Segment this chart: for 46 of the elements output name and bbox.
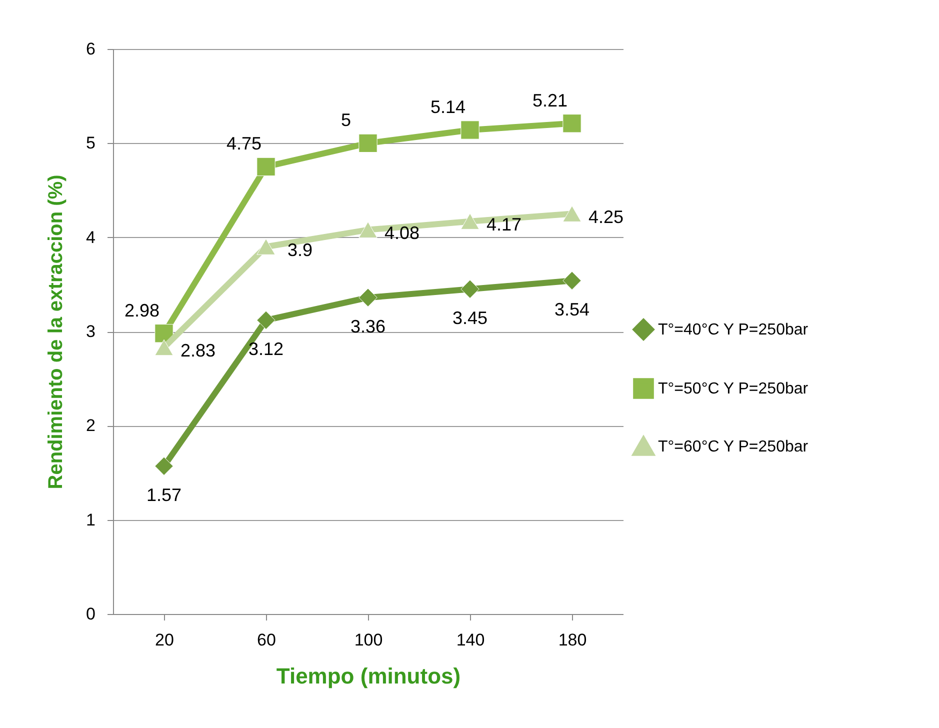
y-tick-label: 3 <box>86 322 96 341</box>
x-tick-label: 100 <box>354 630 383 650</box>
data-label: 3.36 <box>350 316 386 337</box>
point <box>154 456 174 476</box>
data-label: 3.9 <box>287 240 313 260</box>
x-tick-label: 20 <box>155 630 174 650</box>
point <box>460 280 480 298</box>
point <box>358 134 378 152</box>
point <box>358 288 378 307</box>
point <box>256 238 276 255</box>
y-tick-label: 2 <box>86 416 96 436</box>
data-label: 5.14 <box>430 96 466 117</box>
data-label: 5.21 <box>532 90 568 110</box>
x-tick-label: 140 <box>456 630 485 650</box>
y-tick-label: 0 <box>86 604 96 624</box>
data-label: 4.25 <box>588 206 624 227</box>
legend-label: T°=40°C Y P=250bar <box>658 322 809 338</box>
data-label: 4.17 <box>486 214 522 234</box>
y-tick-label: 6 <box>86 40 96 58</box>
data-label: 2.98 <box>124 300 160 320</box>
point <box>154 339 174 356</box>
legend-label: T°=50°C Y P=250bar <box>658 380 809 398</box>
point <box>562 114 582 133</box>
data-label: 5 <box>340 110 352 130</box>
x-tick-label: 180 <box>558 630 587 650</box>
y-tick-label: 1 <box>86 510 96 530</box>
point <box>256 157 276 176</box>
x-tick-label: 60 <box>257 630 276 650</box>
data-label: 4.75 <box>226 134 262 154</box>
data-label: 3.12 <box>248 339 284 360</box>
data-label: 4.08 <box>384 222 420 243</box>
x-axis-title: Tiempo (minutos) <box>276 664 461 688</box>
data-label: 3.54 <box>554 300 590 320</box>
point <box>358 222 378 238</box>
data-label: 1.57 <box>146 485 182 506</box>
point <box>562 206 582 222</box>
y-axis-title: Rendimiento de la extraccion (%) <box>45 174 68 490</box>
point <box>460 120 480 140</box>
y-tick-label: 4 <box>86 228 96 247</box>
point <box>562 271 582 290</box>
point <box>460 213 480 230</box>
point <box>256 310 276 330</box>
data-label: 2.83 <box>180 340 216 361</box>
y-tick-label: 5 <box>86 134 96 153</box>
data-label: 3.45 <box>452 308 488 328</box>
legend-label: T°=60°C Y P=250bar <box>658 438 809 456</box>
